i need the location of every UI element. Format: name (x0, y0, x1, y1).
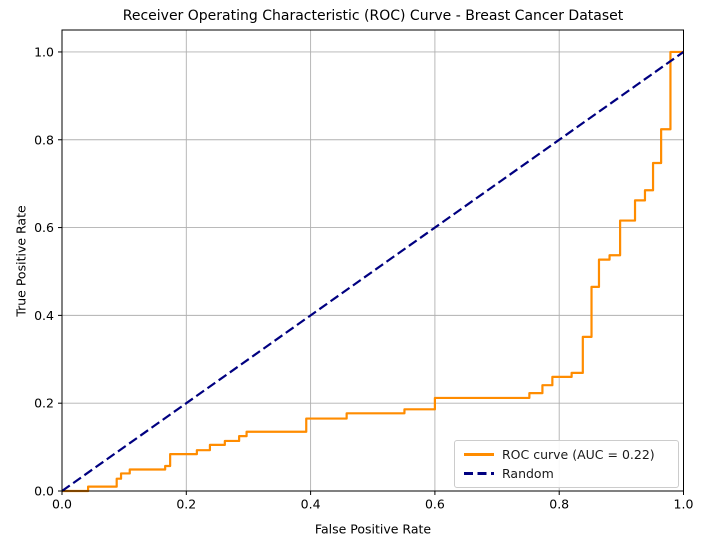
x-tick-label: 1.0 (674, 497, 694, 512)
legend-item-random: Random (464, 466, 670, 481)
x-tick-label: 0.6 (425, 497, 445, 512)
x-axis-label: False Positive Rate (314, 521, 432, 537)
x-tick-label: 0.8 (549, 497, 569, 512)
random-baseline-line (61, 51, 685, 492)
legend: ROC curve (AUC = 0.22) Random (454, 440, 679, 488)
random-baseline-swatch (464, 472, 494, 475)
y-tick-label: 0.2 (34, 396, 54, 411)
legend-item-roc-curve: ROC curve (AUC = 0.22) (464, 447, 670, 462)
x-tick-label: 0.4 (301, 497, 321, 512)
chart-title: Receiver Operating Characteristic (ROC) … (122, 8, 624, 24)
roc-curve-line (62, 50, 684, 493)
y-tick-label: 1.0 (34, 44, 54, 59)
plot-border (61, 29, 684, 492)
y-tick-label: 0.0 (34, 484, 54, 499)
legend-label-roc-curve: ROC curve (AUC = 0.22) (502, 447, 655, 462)
y-axis-label: True Positive Rate (13, 205, 29, 317)
y-tick-label: 0.8 (34, 132, 54, 147)
x-tick-label: 0.2 (176, 497, 196, 512)
roc-curve-line-swatch (464, 453, 494, 456)
x-tick-label: 0.0 (52, 497, 72, 512)
legend-label-random: Random (502, 466, 554, 481)
y-tick-label: 0.4 (34, 308, 54, 323)
y-tick-label: 0.6 (34, 220, 54, 235)
